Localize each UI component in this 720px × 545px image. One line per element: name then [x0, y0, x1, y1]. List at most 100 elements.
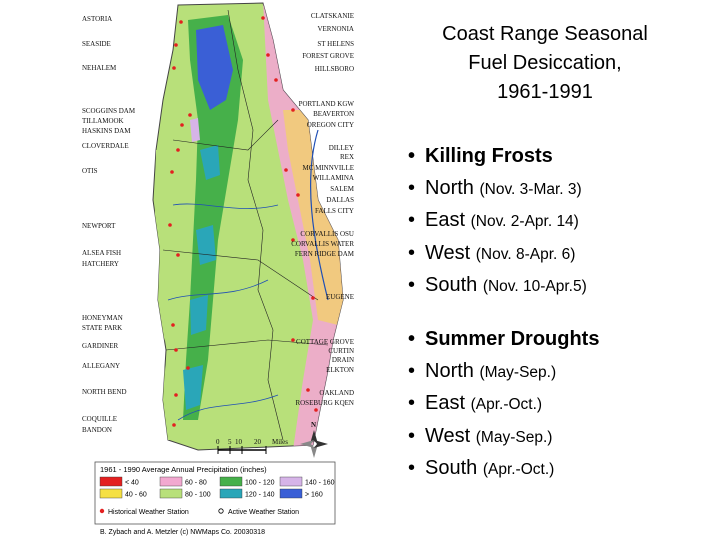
- scale-unit: Miles: [272, 438, 288, 446]
- town-label: FERN RIDGE DAM: [295, 250, 355, 258]
- town-label: BANDON: [82, 426, 112, 434]
- town-label: ALSEA FISH: [82, 249, 121, 257]
- town-label: HATCHERY: [82, 260, 119, 268]
- frost-item-east: East (Nov. 2-Apr. 14): [408, 205, 587, 238]
- drought-dates: (May-Sep.): [475, 428, 553, 446]
- drought-item-south: South (Apr.-Oct.): [408, 453, 599, 486]
- frost-item-west: West (Nov. 8-Apr. 6): [408, 238, 587, 271]
- town-label: CLATSKANIE: [311, 12, 354, 20]
- historical-station-dots: [168, 16, 318, 427]
- town-label: REX: [340, 153, 354, 161]
- town-label: ALLEGANY: [82, 362, 120, 370]
- drought-dir: North: [425, 359, 474, 382]
- town-label: CLOVERDALE: [82, 142, 129, 150]
- drought-item-west: West (May-Sep.): [408, 421, 599, 454]
- town-label: OREGON CITY: [307, 121, 354, 129]
- town-label: COQUILLE: [82, 415, 117, 423]
- frost-dir: East: [425, 209, 466, 231]
- frost-dates: (Nov. 8-Apr. 6): [475, 245, 576, 263]
- town-label: SALEM: [330, 185, 355, 193]
- town-label: CURTIN: [328, 347, 354, 355]
- town-label: HONEYMAN: [82, 314, 123, 322]
- town-label: SCOGGINS DAM: [82, 107, 136, 115]
- legend-swatch: [279, 488, 303, 499]
- town-label: HILLSBORO: [315, 65, 354, 73]
- frost-item-north: North (Nov. 3-Mar. 3): [408, 173, 587, 206]
- legend-bin-label: 120 - 140: [245, 492, 275, 499]
- killing-frosts-list: Killing Frosts North (Nov. 3-Mar. 3) Eas…: [408, 141, 587, 303]
- legend-bin-label: < 40: [125, 480, 139, 487]
- scale-tick-0: 0: [216, 438, 220, 446]
- legend-swatch: [219, 476, 243, 487]
- frosts-heading: Killing Frosts: [408, 141, 587, 173]
- drought-dates: (May-Sep.): [479, 363, 557, 381]
- town-label: CORVALLIS OSU: [300, 230, 354, 238]
- droughts-heading: Summer Droughts: [408, 324, 599, 356]
- town-label: PORTLAND KGW: [299, 100, 355, 108]
- frost-item-south: South (Nov. 10-Apr.5): [408, 270, 587, 303]
- town-label: COTTAGE GROVE: [296, 338, 354, 346]
- town-label: GARDINER: [82, 342, 118, 350]
- town-label: NORTH BEND: [82, 388, 127, 396]
- town-label: MC MINNVILLE: [302, 164, 354, 172]
- town-label: FOREST GROVE: [302, 52, 354, 60]
- legend-active-station: Active Weather Station: [228, 509, 299, 516]
- drought-dir: South: [425, 457, 478, 479]
- drought-dates: (Apr.-Oct.): [482, 461, 555, 478]
- scale-bar: 0 5 10 20 Miles: [216, 438, 288, 454]
- legend-swatch: [99, 476, 123, 487]
- town-label: DILLEY: [329, 144, 354, 152]
- title-line-3: 1961-1991: [497, 81, 593, 103]
- legend-bin-label: > 160: [305, 492, 323, 499]
- legend-swatch: [219, 488, 243, 499]
- frost-dates: (Nov. 3-Mar. 3): [479, 180, 582, 198]
- town-label: NEWPORT: [82, 222, 116, 230]
- town-label: ELKTON: [326, 366, 354, 374]
- legend-bin-label: 100 - 120: [245, 480, 275, 487]
- title-line-1: Coast Range Seasonal: [442, 23, 648, 45]
- compass-north-label: N: [311, 421, 316, 429]
- drought-dir: East: [425, 392, 466, 414]
- town-label: STATE PARK: [82, 324, 122, 332]
- precipitation-map: ASTORIA SEASIDE NEHALEM SCOGGINS DAM TILLAMO…: [78, 0, 358, 540]
- legend-bin-label: 60 - 80: [185, 480, 207, 487]
- town-label: OAKLAND: [319, 389, 354, 397]
- town-label: DRAIN: [332, 356, 354, 364]
- town-label: TILLAMOOK: [82, 117, 124, 125]
- drought-item-east: East (Apr.-Oct.): [408, 388, 599, 421]
- town-label: ROSEBURG KQEN: [295, 399, 354, 407]
- scale-tick-10: 10: [235, 438, 243, 446]
- scale-tick-5: 5: [228, 438, 232, 446]
- drought-item-north: North (May-Sep.): [408, 356, 599, 389]
- town-label: SEASIDE: [82, 40, 111, 48]
- town-label: DALLAS: [326, 196, 354, 204]
- town-label: WILLAMINA: [313, 174, 354, 182]
- legend-historical-station: Historical Weather Station: [108, 509, 189, 516]
- title-line-2: Fuel Desiccation,: [468, 52, 622, 74]
- town-label: NEHALEM: [82, 64, 117, 72]
- compass-rose-icon: N: [300, 421, 328, 458]
- right-town-labels: CLATSKANIE VERNONIA ST HELENS FOREST GROVE H…: [291, 12, 355, 407]
- legend-swatch: [159, 488, 183, 499]
- map-graphic: ASTORIA SEASIDE NEHALEM SCOGGINS DAM TILLAMO…: [82, 2, 355, 536]
- legend-title: 1961 - 1990 Average Annual Precipitation…: [100, 465, 267, 474]
- frost-dates: (Nov. 2-Apr. 14): [470, 213, 579, 230]
- frost-dir: North: [425, 176, 474, 199]
- legend-bin-label: 140 - 160: [305, 480, 335, 487]
- scale-tick-20: 20: [254, 438, 262, 446]
- legend-bin-label: 40 - 60: [125, 492, 147, 499]
- map-credit: B. Zybach and A. Metzler (c) NWMaps Co. …: [100, 529, 265, 536]
- town-label: CORVALLIS WATER: [291, 240, 354, 248]
- town-label: ST HELENS: [317, 40, 354, 48]
- town-label: BEAVERTON: [313, 110, 354, 118]
- town-label: OTIS: [82, 167, 98, 175]
- town-label: FALLS CITY: [315, 207, 354, 215]
- frost-dates: (Nov. 10-Apr.5): [482, 278, 587, 295]
- left-town-labels: ASTORIA SEASIDE NEHALEM SCOGGINS DAM TILLAMO…: [82, 15, 136, 434]
- precipitation-legend: 1961 - 1990 Average Annual Precipitation…: [94, 461, 336, 536]
- slide-title: Coast Range Seasonal Fuel Desiccation, 1…: [390, 20, 700, 107]
- legend-bin-label: 80 - 100: [185, 492, 211, 499]
- drought-dates: (Apr.-Oct.): [470, 396, 543, 413]
- town-label: HASKINS DAM: [82, 127, 131, 135]
- summer-droughts-list: Summer Droughts North (May-Sep.) East (A…: [408, 324, 599, 486]
